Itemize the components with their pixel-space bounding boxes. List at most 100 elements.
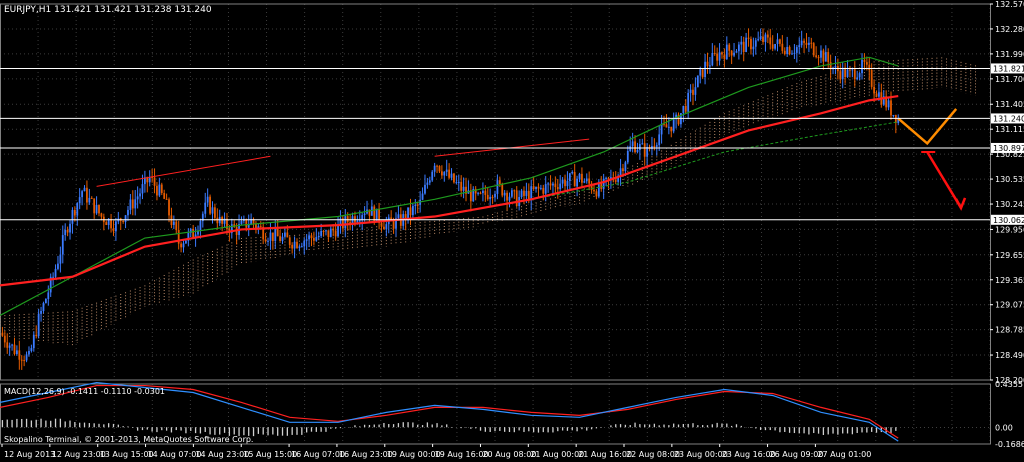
candle-body bbox=[672, 119, 675, 132]
candle-body bbox=[766, 34, 769, 38]
candle-body bbox=[728, 44, 731, 51]
x-tick-label: 20 Aug 08:00 bbox=[482, 450, 536, 459]
candle-body bbox=[793, 52, 796, 54]
candle-body bbox=[863, 59, 866, 63]
candle-body bbox=[498, 180, 501, 184]
candle-body bbox=[643, 143, 646, 157]
candle-body bbox=[716, 53, 719, 61]
candle-body bbox=[544, 184, 547, 194]
candle-body bbox=[428, 180, 431, 183]
candle-body bbox=[696, 75, 699, 88]
candle-body bbox=[201, 213, 204, 222]
candle-body bbox=[556, 187, 559, 190]
candle-body bbox=[450, 173, 453, 178]
candle-body bbox=[146, 177, 149, 183]
candle-body bbox=[472, 188, 475, 202]
candle-body bbox=[187, 232, 190, 241]
candle-body bbox=[264, 239, 267, 242]
candle-body bbox=[421, 193, 424, 200]
candle-body bbox=[281, 236, 284, 241]
candle-body bbox=[23, 360, 26, 362]
candle-body bbox=[313, 238, 315, 241]
candle-body bbox=[800, 40, 803, 46]
candle-body bbox=[182, 243, 185, 248]
candle-body bbox=[605, 177, 607, 179]
candle-body bbox=[607, 177, 610, 180]
moving-averages bbox=[0, 56, 899, 316]
candle-body bbox=[305, 239, 308, 241]
candle-body bbox=[839, 71, 842, 80]
candle-body bbox=[354, 216, 356, 223]
candle-body bbox=[846, 69, 849, 78]
level-label: 131.821 bbox=[993, 64, 1024, 73]
candle-body bbox=[317, 235, 320, 238]
candle-body bbox=[165, 198, 168, 200]
candle-body bbox=[815, 55, 818, 58]
candle-body bbox=[37, 313, 40, 336]
candle-body bbox=[81, 191, 83, 198]
candle-body bbox=[211, 207, 214, 214]
candle-body bbox=[897, 118, 900, 124]
candle-body bbox=[160, 184, 163, 193]
candle-body bbox=[177, 230, 180, 244]
candle-body bbox=[629, 146, 632, 152]
candle-body bbox=[148, 176, 151, 183]
candle-body bbox=[443, 171, 446, 176]
candle-body bbox=[49, 276, 52, 293]
candle-body bbox=[853, 69, 856, 80]
candle-body bbox=[158, 184, 161, 196]
candle-body bbox=[54, 268, 57, 277]
candle-body bbox=[892, 115, 895, 117]
candle-body bbox=[214, 207, 216, 218]
candle-body bbox=[675, 114, 677, 120]
candle-body bbox=[230, 224, 233, 234]
candle-body bbox=[206, 196, 209, 203]
horizontal-levels: 131.821 131.240 130.897 130.062 bbox=[0, 63, 1024, 225]
candle-body bbox=[271, 232, 274, 242]
candle-body bbox=[375, 208, 378, 222]
candle-body bbox=[511, 190, 513, 197]
symbol-title: EURJPY,H1 131.421 131.421 131.238 131.24… bbox=[4, 5, 212, 15]
y-tick-label: 131.115 bbox=[995, 125, 1024, 134]
main-panel-border bbox=[0, 3, 991, 381]
candle-body bbox=[757, 39, 760, 41]
candle-body bbox=[105, 222, 108, 226]
y-tick-label: 130.535 bbox=[995, 175, 1024, 184]
candle-body bbox=[856, 77, 859, 80]
y-tick-label: 131.700 bbox=[995, 75, 1024, 84]
candle-body bbox=[168, 199, 170, 216]
candle-body bbox=[57, 263, 59, 269]
candle-body bbox=[520, 190, 523, 198]
candle-body bbox=[42, 303, 45, 312]
candle-body bbox=[721, 52, 723, 55]
candle-body bbox=[3, 335, 6, 343]
candle-body bbox=[259, 226, 262, 228]
candle-body bbox=[750, 38, 752, 50]
candle-body bbox=[482, 190, 484, 194]
candle-body bbox=[626, 151, 629, 163]
candle-body bbox=[288, 237, 291, 245]
candle-body bbox=[718, 52, 721, 61]
candle-body bbox=[745, 37, 748, 52]
candle-body bbox=[397, 214, 400, 219]
candle-body bbox=[134, 199, 137, 209]
candle-body bbox=[878, 92, 880, 97]
candle-body bbox=[255, 223, 257, 229]
candle-body bbox=[47, 292, 50, 300]
candle-body bbox=[494, 193, 496, 198]
candle-body bbox=[88, 197, 91, 203]
candle-body bbox=[356, 220, 359, 223]
candle-body bbox=[469, 190, 472, 202]
x-tick-label: 27 Aug 01:00 bbox=[817, 450, 871, 459]
candle-body bbox=[735, 51, 738, 53]
candle-body bbox=[337, 224, 339, 237]
grid bbox=[0, 3, 991, 445]
candle-body bbox=[436, 165, 438, 167]
candle-body bbox=[269, 232, 272, 241]
candle-body bbox=[370, 206, 373, 216]
candle-body bbox=[341, 218, 344, 229]
candle-body bbox=[535, 186, 537, 190]
candle-body bbox=[61, 235, 64, 255]
candle-body bbox=[407, 207, 409, 221]
candle-body bbox=[395, 218, 397, 229]
